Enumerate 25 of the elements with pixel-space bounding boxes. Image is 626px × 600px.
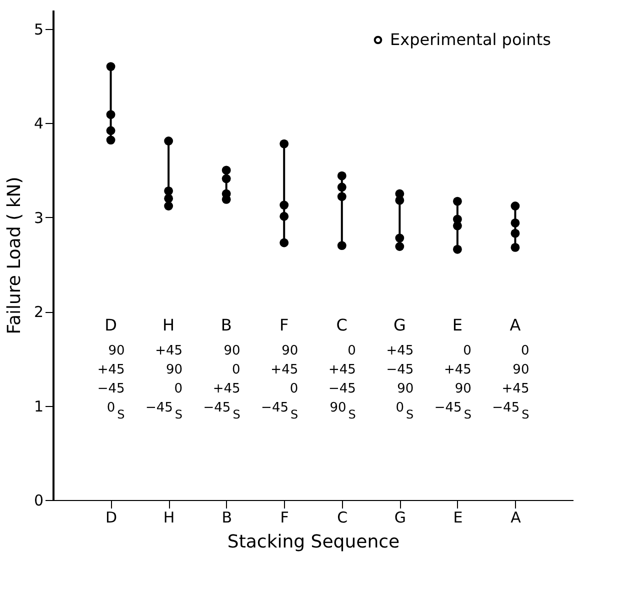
y-tick-label: 5 bbox=[34, 20, 44, 38]
category-label: B bbox=[220, 316, 232, 335]
y-axis-title: Failure Load ( kN) bbox=[4, 176, 25, 334]
category-label: E bbox=[452, 316, 462, 335]
y-tick-label: 3 bbox=[34, 208, 44, 227]
category-label: C bbox=[336, 316, 348, 335]
y-tick-label: 0 bbox=[34, 492, 44, 510]
x-tick-label: B bbox=[222, 508, 232, 526]
x-tick-label: G bbox=[394, 508, 406, 526]
category-label: A bbox=[510, 316, 521, 335]
y-tick-label: 4 bbox=[34, 114, 44, 133]
x-tick-label: E bbox=[453, 508, 463, 526]
y-tick-label: 1 bbox=[34, 397, 44, 416]
x-tick-label: D bbox=[105, 508, 118, 526]
category-label: D bbox=[104, 316, 117, 335]
category-label: H bbox=[162, 316, 175, 335]
x-tick-label: H bbox=[163, 508, 175, 526]
x-tick-label: A bbox=[510, 508, 522, 526]
category-label: G bbox=[393, 316, 406, 335]
x-tick-label: C bbox=[337, 508, 348, 526]
x-tick-label: F bbox=[280, 508, 289, 526]
legend-label: Experimental points bbox=[390, 30, 551, 49]
y-tick-label: 2 bbox=[34, 303, 44, 322]
category-label: F bbox=[280, 316, 289, 335]
x-axis-title: Stacking Sequence bbox=[227, 532, 400, 552]
